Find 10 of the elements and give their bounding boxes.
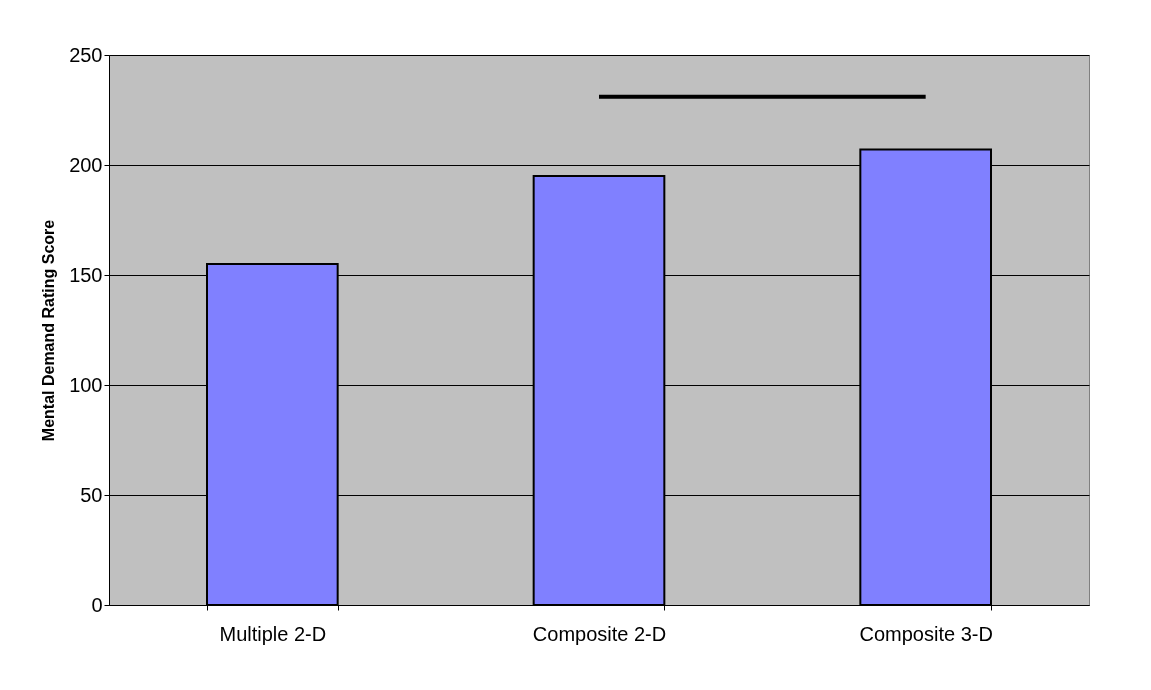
y-axis-title: Mental Demand Rating Score — [40, 219, 58, 442]
y-tick-label: 50 — [80, 483, 103, 506]
y-tick-label: 200 — [69, 153, 103, 176]
y-tick-label: 100 — [69, 373, 103, 396]
x-tick-label: Multiple 2-D — [219, 622, 327, 645]
y-tick-label: 250 — [69, 43, 103, 66]
y-tick-label: 0 — [91, 593, 103, 616]
y-tick-label: 150 — [69, 263, 103, 286]
x-tick-label: Composite 2-D — [532, 622, 667, 645]
x-tick-label: Composite 3-D — [859, 622, 993, 645]
